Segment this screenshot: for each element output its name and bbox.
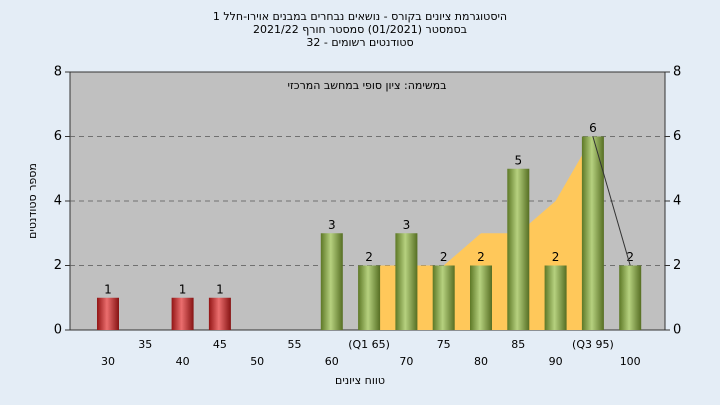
y2-tick-label: 4 [673, 194, 681, 209]
data-label: 6 [589, 121, 597, 135]
x-tick-label: 55 [288, 338, 302, 351]
x-tick-label: 85 [511, 338, 525, 351]
bar [544, 265, 567, 330]
data-label: 1 [216, 282, 224, 296]
x-axis-label: טווח ציונים [335, 374, 385, 387]
x-tick-label: 60 [325, 355, 339, 368]
bar [619, 265, 642, 330]
y2-tick-label: 2 [673, 258, 681, 273]
line [592, 136, 631, 266]
x-tick-label: 30 [101, 355, 115, 368]
y-tick-label: 0 [54, 323, 62, 338]
x-tick-label: 35 [138, 338, 152, 351]
x-tick-label: 50 [250, 355, 264, 368]
y2-tick-label: 8 [673, 65, 681, 80]
bar [581, 136, 604, 330]
bar [208, 297, 231, 330]
bar [358, 265, 381, 330]
x-tick-label: 40 [176, 355, 190, 368]
annotation: במשימה: ציון סופי במחשב המרכזי [287, 79, 446, 92]
y-axis-label: מספר סטודנטים [26, 163, 39, 239]
data-label: 3 [403, 218, 411, 232]
data-label: 2 [365, 250, 373, 264]
data-label: 3 [328, 218, 336, 232]
x-tick-label: (Q1 65) [348, 338, 390, 351]
area [369, 136, 593, 330]
x-tick-label: 70 [399, 355, 413, 368]
y-tick-label: 6 [54, 129, 62, 144]
bar [97, 297, 119, 330]
data-label: 1 [179, 282, 187, 296]
bar [171, 297, 194, 330]
data-label: 2 [440, 250, 448, 264]
y-tick-label: 4 [54, 194, 62, 209]
x-tick-label: 80 [474, 355, 488, 368]
chart-subtitle: סטודנטים רשומים - 32 [306, 36, 413, 49]
bar [432, 265, 455, 330]
y2-tick-label: 6 [673, 129, 681, 144]
bar [470, 265, 492, 330]
x-tick-label: (Q3 95) [572, 338, 614, 351]
y-tick-label: 2 [54, 258, 62, 273]
data-label: 5 [514, 153, 522, 167]
bar [395, 233, 418, 330]
bar [507, 168, 530, 330]
data-label: 2 [477, 250, 485, 264]
x-tick-label: 45 [213, 338, 227, 351]
y2-tick-label: 0 [673, 323, 681, 338]
data-label: 2 [552, 250, 560, 264]
x-tick-label: 75 [437, 338, 451, 351]
chart-title: היסטוגרמת ציונים בקורס - נושאים נבחרים ב… [213, 10, 507, 23]
x-tick-label: 100 [620, 355, 641, 368]
data-label: 2 [626, 250, 634, 264]
y-tick-label: 8 [54, 65, 62, 80]
data-label: 1 [104, 282, 112, 296]
x-tick-label: 90 [549, 355, 563, 368]
bar [320, 233, 343, 330]
chart-subtitle: בסמסטר (01/2021) סמסטר חורף 2021/22 [253, 23, 467, 36]
